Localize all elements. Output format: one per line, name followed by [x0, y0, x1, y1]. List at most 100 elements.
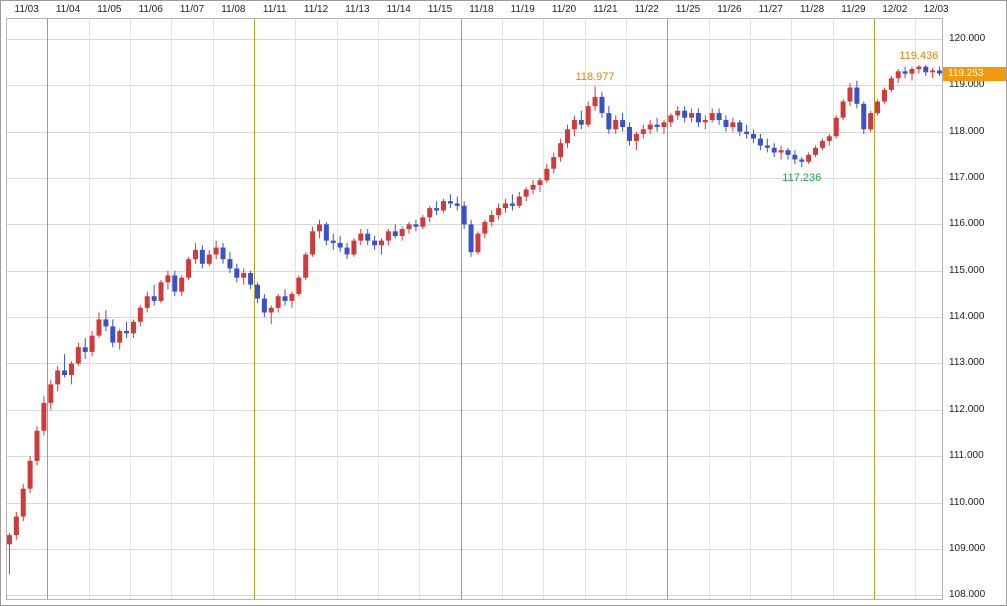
candlestick[interactable] — [344, 242, 350, 260]
candlestick[interactable] — [351, 238, 357, 257]
plot-area[interactable]: 118.977 117.236 119.436 — [6, 18, 943, 605]
candlestick[interactable] — [248, 270, 254, 290]
candlestick[interactable] — [578, 110, 584, 130]
candlestick[interactable] — [675, 106, 681, 121]
candlestick[interactable] — [592, 86, 598, 111]
candlestick[interactable] — [923, 65, 929, 76]
candlestick[interactable] — [509, 194, 515, 211]
candlestick[interactable] — [778, 145, 784, 160]
candlestick[interactable] — [447, 194, 453, 209]
candlestick[interactable] — [130, 319, 136, 338]
candlestick[interactable] — [544, 164, 550, 183]
candlestick[interactable] — [310, 226, 316, 257]
candlestick[interactable] — [757, 133, 763, 151]
candlestick[interactable] — [723, 115, 729, 132]
candlestick[interactable] — [909, 66, 915, 81]
candlestick[interactable] — [489, 210, 495, 227]
candlestick[interactable] — [110, 319, 116, 348]
candlestick[interactable] — [434, 201, 440, 216]
candlestick[interactable] — [413, 219, 419, 232]
candlestick[interactable] — [137, 305, 143, 327]
candlestick[interactable] — [62, 354, 68, 378]
candlestick[interactable] — [751, 129, 757, 144]
candlestick[interactable] — [468, 219, 474, 257]
candlestick[interactable] — [440, 198, 446, 213]
candlestick-chart[interactable]: 118.977 117.236 119.436 — [6, 18, 943, 600]
candlestick[interactable] — [337, 235, 343, 253]
candlestick[interactable] — [213, 240, 219, 260]
candlestick[interactable] — [330, 233, 336, 250]
candlestick[interactable] — [785, 147, 791, 160]
candlestick[interactable] — [41, 395, 47, 436]
candlestick[interactable] — [378, 238, 384, 255]
candlestick[interactable] — [633, 131, 639, 151]
candlestick[interactable] — [695, 108, 701, 127]
candlestick[interactable] — [103, 310, 109, 332]
candlestick[interactable] — [537, 177, 543, 192]
candlestick[interactable] — [372, 235, 378, 250]
candlestick[interactable] — [6, 532, 12, 575]
candlestick[interactable] — [668, 113, 674, 127]
candlestick[interactable] — [296, 275, 302, 297]
candlestick[interactable] — [702, 115, 708, 130]
candlestick[interactable] — [585, 101, 591, 127]
candlestick[interactable] — [937, 66, 943, 76]
candlestick[interactable] — [316, 219, 322, 239]
candlestick[interactable] — [516, 191, 522, 209]
candlestick[interactable] — [599, 92, 605, 118]
candlestick[interactable] — [875, 99, 881, 116]
candlestick[interactable] — [179, 275, 185, 297]
candlestick[interactable] — [744, 124, 750, 139]
candlestick[interactable] — [847, 82, 853, 107]
candlestick[interactable] — [454, 196, 460, 211]
candlestick[interactable] — [158, 280, 164, 304]
candlestick[interactable] — [826, 133, 832, 146]
candlestick[interactable] — [640, 124, 646, 139]
candlestick[interactable] — [930, 67, 936, 79]
candlestick[interactable] — [358, 229, 364, 246]
candlestick[interactable] — [737, 120, 743, 137]
candlestick[interactable] — [902, 66, 908, 79]
candlestick[interactable] — [144, 291, 150, 313]
candlestick[interactable] — [895, 69, 901, 83]
candlestick[interactable] — [365, 229, 371, 246]
candlestick[interactable] — [34, 426, 40, 466]
candlestick[interactable] — [620, 113, 626, 132]
candlestick[interactable] — [833, 115, 839, 139]
candlestick[interactable] — [151, 284, 157, 306]
candlestick[interactable] — [172, 270, 178, 297]
candlestick[interactable] — [523, 187, 529, 202]
candlestick[interactable] — [89, 331, 95, 357]
candlestick[interactable] — [199, 245, 205, 269]
candlestick[interactable] — [254, 282, 260, 304]
candlestick[interactable] — [806, 152, 812, 165]
candlestick[interactable] — [303, 252, 309, 281]
candlestick[interactable] — [117, 328, 123, 350]
candlestick[interactable] — [613, 115, 619, 134]
candlestick[interactable] — [654, 117, 660, 132]
candlestick[interactable] — [551, 152, 557, 174]
candlestick[interactable] — [661, 120, 667, 134]
candlestick[interactable] — [220, 242, 226, 264]
candlestick[interactable] — [124, 321, 130, 338]
candlestick[interactable] — [96, 312, 102, 338]
candlestick[interactable] — [482, 219, 488, 239]
candlestick[interactable] — [420, 215, 426, 230]
candlestick[interactable] — [496, 203, 502, 220]
candlestick[interactable] — [854, 80, 860, 109]
candlestick[interactable] — [192, 242, 198, 264]
candlestick[interactable] — [689, 108, 695, 123]
candlestick[interactable] — [241, 268, 247, 285]
candlestick[interactable] — [819, 138, 825, 151]
candlestick[interactable] — [888, 75, 894, 93]
candlestick[interactable] — [165, 270, 171, 290]
candlestick[interactable] — [385, 229, 391, 246]
candlestick[interactable] — [916, 65, 922, 74]
candlestick[interactable] — [323, 222, 329, 246]
candlestick[interactable] — [75, 342, 81, 366]
candlestick[interactable] — [68, 361, 74, 385]
candlestick[interactable] — [392, 224, 398, 239]
candlestick[interactable] — [571, 115, 577, 137]
candlestick[interactable] — [27, 456, 33, 494]
candlestick[interactable] — [709, 108, 715, 123]
